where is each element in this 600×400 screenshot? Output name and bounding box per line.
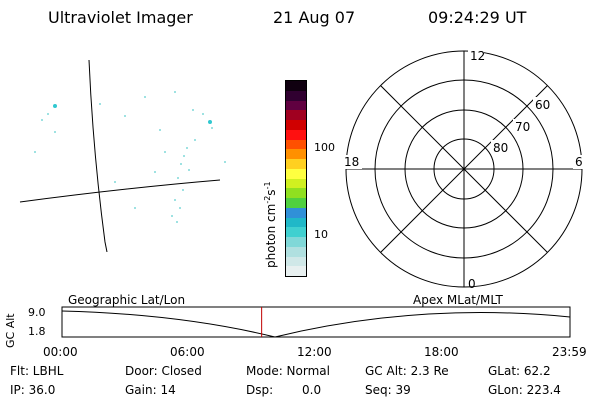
seq-status: Seq: 39 <box>365 383 411 397</box>
lat-label-60: 60 <box>535 98 550 112</box>
time-tick-2359: 23:59 <box>552 345 587 359</box>
polar-plot: 12 18 6 0 60 70 80 <box>342 48 585 291</box>
glon-status: GLon: 223.4 <box>488 383 561 397</box>
mode-status: Mode: Normal <box>246 364 330 378</box>
colorbar-segment <box>286 110 306 120</box>
dsp-label: Dsp: <box>246 383 274 397</box>
altitude-curve <box>61 310 571 338</box>
time-tick-0600: 06:00 <box>170 345 205 359</box>
glat-status: GLat: 62.2 <box>488 364 551 378</box>
date-label: 21 Aug 07 <box>273 8 356 27</box>
colorbar-segment <box>286 178 306 189</box>
mlt-label-12: 12 <box>470 49 485 63</box>
timeline-ymax: 9.0 <box>28 306 46 319</box>
colorbar-segment <box>286 246 306 257</box>
apex-label: Apex MLat/MLT <box>413 293 503 307</box>
gc-alt-status: GC Alt: 2.3 Re <box>365 364 449 378</box>
latitude-line <box>19 179 221 203</box>
colorbar-segment <box>286 266 306 276</box>
uv-image-panel <box>19 59 226 252</box>
colorbar-segment <box>286 198 306 208</box>
gain-status: Gain: 14 <box>125 383 176 397</box>
dsp-value: 0.0 <box>302 383 322 397</box>
longitude-line <box>88 59 108 252</box>
lat-label-70: 70 <box>515 120 530 134</box>
colorbar-segment <box>286 90 306 101</box>
colorbar-segment <box>286 237 306 247</box>
colorbar-segment <box>286 120 306 130</box>
colorbar-segment <box>286 217 306 228</box>
mlt-label-18: 18 <box>344 155 359 169</box>
door-status: Door: Closed <box>125 364 202 378</box>
colorbar-unit-label: photon cm-2s-1 <box>263 181 278 268</box>
geographic-label: Geographic Lat/Lon <box>68 293 186 307</box>
colorbar-tick-10: 10 <box>314 228 328 241</box>
colorbar-segment <box>286 168 306 179</box>
ip-status: IP: 36.0 <box>10 383 56 397</box>
colorbar-segment <box>286 139 306 150</box>
timeline-plot <box>61 306 571 338</box>
filter-status: Flt: LBHL <box>10 364 64 378</box>
time-tick-1800: 18:00 <box>424 345 459 359</box>
time-label: 09:24:29 UT <box>428 8 527 27</box>
mlt-label-6: 6 <box>575 155 583 169</box>
colorbar-segment <box>286 207 306 218</box>
colorbar-segment <box>286 159 306 169</box>
timeline-ymin: 1.8 <box>28 325 46 338</box>
color-bar <box>285 80 307 277</box>
time-tick-0000: 00:00 <box>43 345 78 359</box>
timeline-frame <box>61 306 571 338</box>
mlt-label-0: 0 <box>468 277 476 291</box>
lat-label-80: 80 <box>493 141 508 155</box>
instrument-title: Ultraviolet Imager <box>48 8 193 27</box>
aurora-emission <box>34 91 226 223</box>
colorbar-tick-100: 100 <box>314 141 335 154</box>
colorbar-segment <box>286 81 306 91</box>
colorbar-segment <box>286 149 306 159</box>
colorbar-segment <box>286 188 306 198</box>
colorbar-segment <box>286 227 306 237</box>
colorbar-segment <box>286 129 306 140</box>
colorbar-segment <box>286 100 306 111</box>
timeline-ylabel: GC Alt <box>4 313 17 348</box>
time-tick-1200: 12:00 <box>297 345 332 359</box>
colorbar-segment <box>286 256 306 267</box>
